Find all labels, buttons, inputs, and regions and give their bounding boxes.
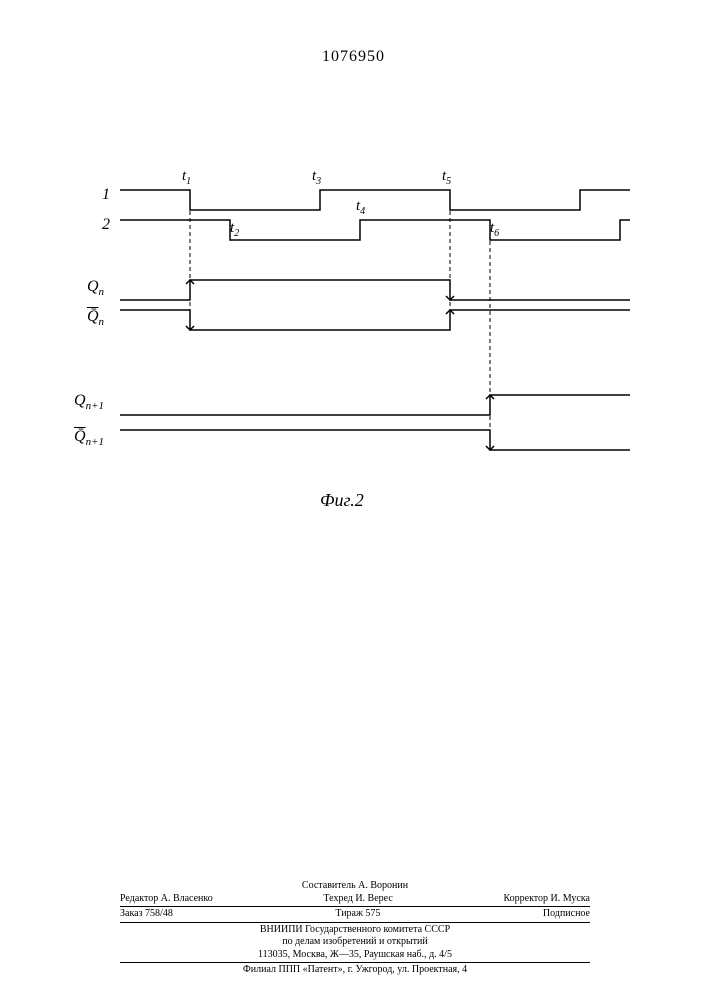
- footer-editor: Редактор А. Власенко: [120, 893, 213, 906]
- footer: Составитель А. Воронин Редактор А. Власе…: [120, 880, 590, 977]
- footer-order: Заказ 758/48: [120, 908, 173, 921]
- footer-techred: Техред И. Верес: [323, 893, 392, 906]
- footer-row-1: Редактор А. Власенко Техред И. Верес Кор…: [120, 893, 590, 906]
- footer-line2: по делам изобретений и открытий: [120, 936, 590, 949]
- timing-svg: [70, 170, 630, 500]
- footer-compiler: Составитель А. Воронин: [120, 880, 590, 893]
- figure-caption: Фиг.2: [320, 490, 364, 511]
- footer-rule-2: [120, 922, 590, 923]
- footer-line1: ВНИИПИ Государственного комитета СССР: [120, 924, 590, 937]
- footer-rule-3: [120, 962, 590, 963]
- timing-diagram: 1 2 Qn Q̄n Qn+1 Q̄n+1 t1 t2 t3 t4 t5 t6 …: [70, 170, 630, 570]
- footer-line3: 113035, Москва, Ж—35, Раушская наб., д. …: [120, 949, 590, 962]
- footer-row-2: Заказ 758/48 Тираж 575 Подписное: [120, 908, 590, 921]
- page: 1076950 1 2 Qn Q̄n Qn+1 Q̄n+1 t1 t2 t3 t…: [0, 0, 707, 1000]
- footer-corrector: Корректор И. Муска: [503, 893, 590, 906]
- document-number: 1076950: [0, 48, 707, 66]
- footer-line4: Филиал ППП «Патент», г. Ужгород, ул. Про…: [120, 964, 590, 977]
- footer-rule-1: [120, 906, 590, 907]
- footer-tiraj: Тираж 575: [335, 908, 380, 921]
- footer-sign: Подписное: [543, 908, 590, 921]
